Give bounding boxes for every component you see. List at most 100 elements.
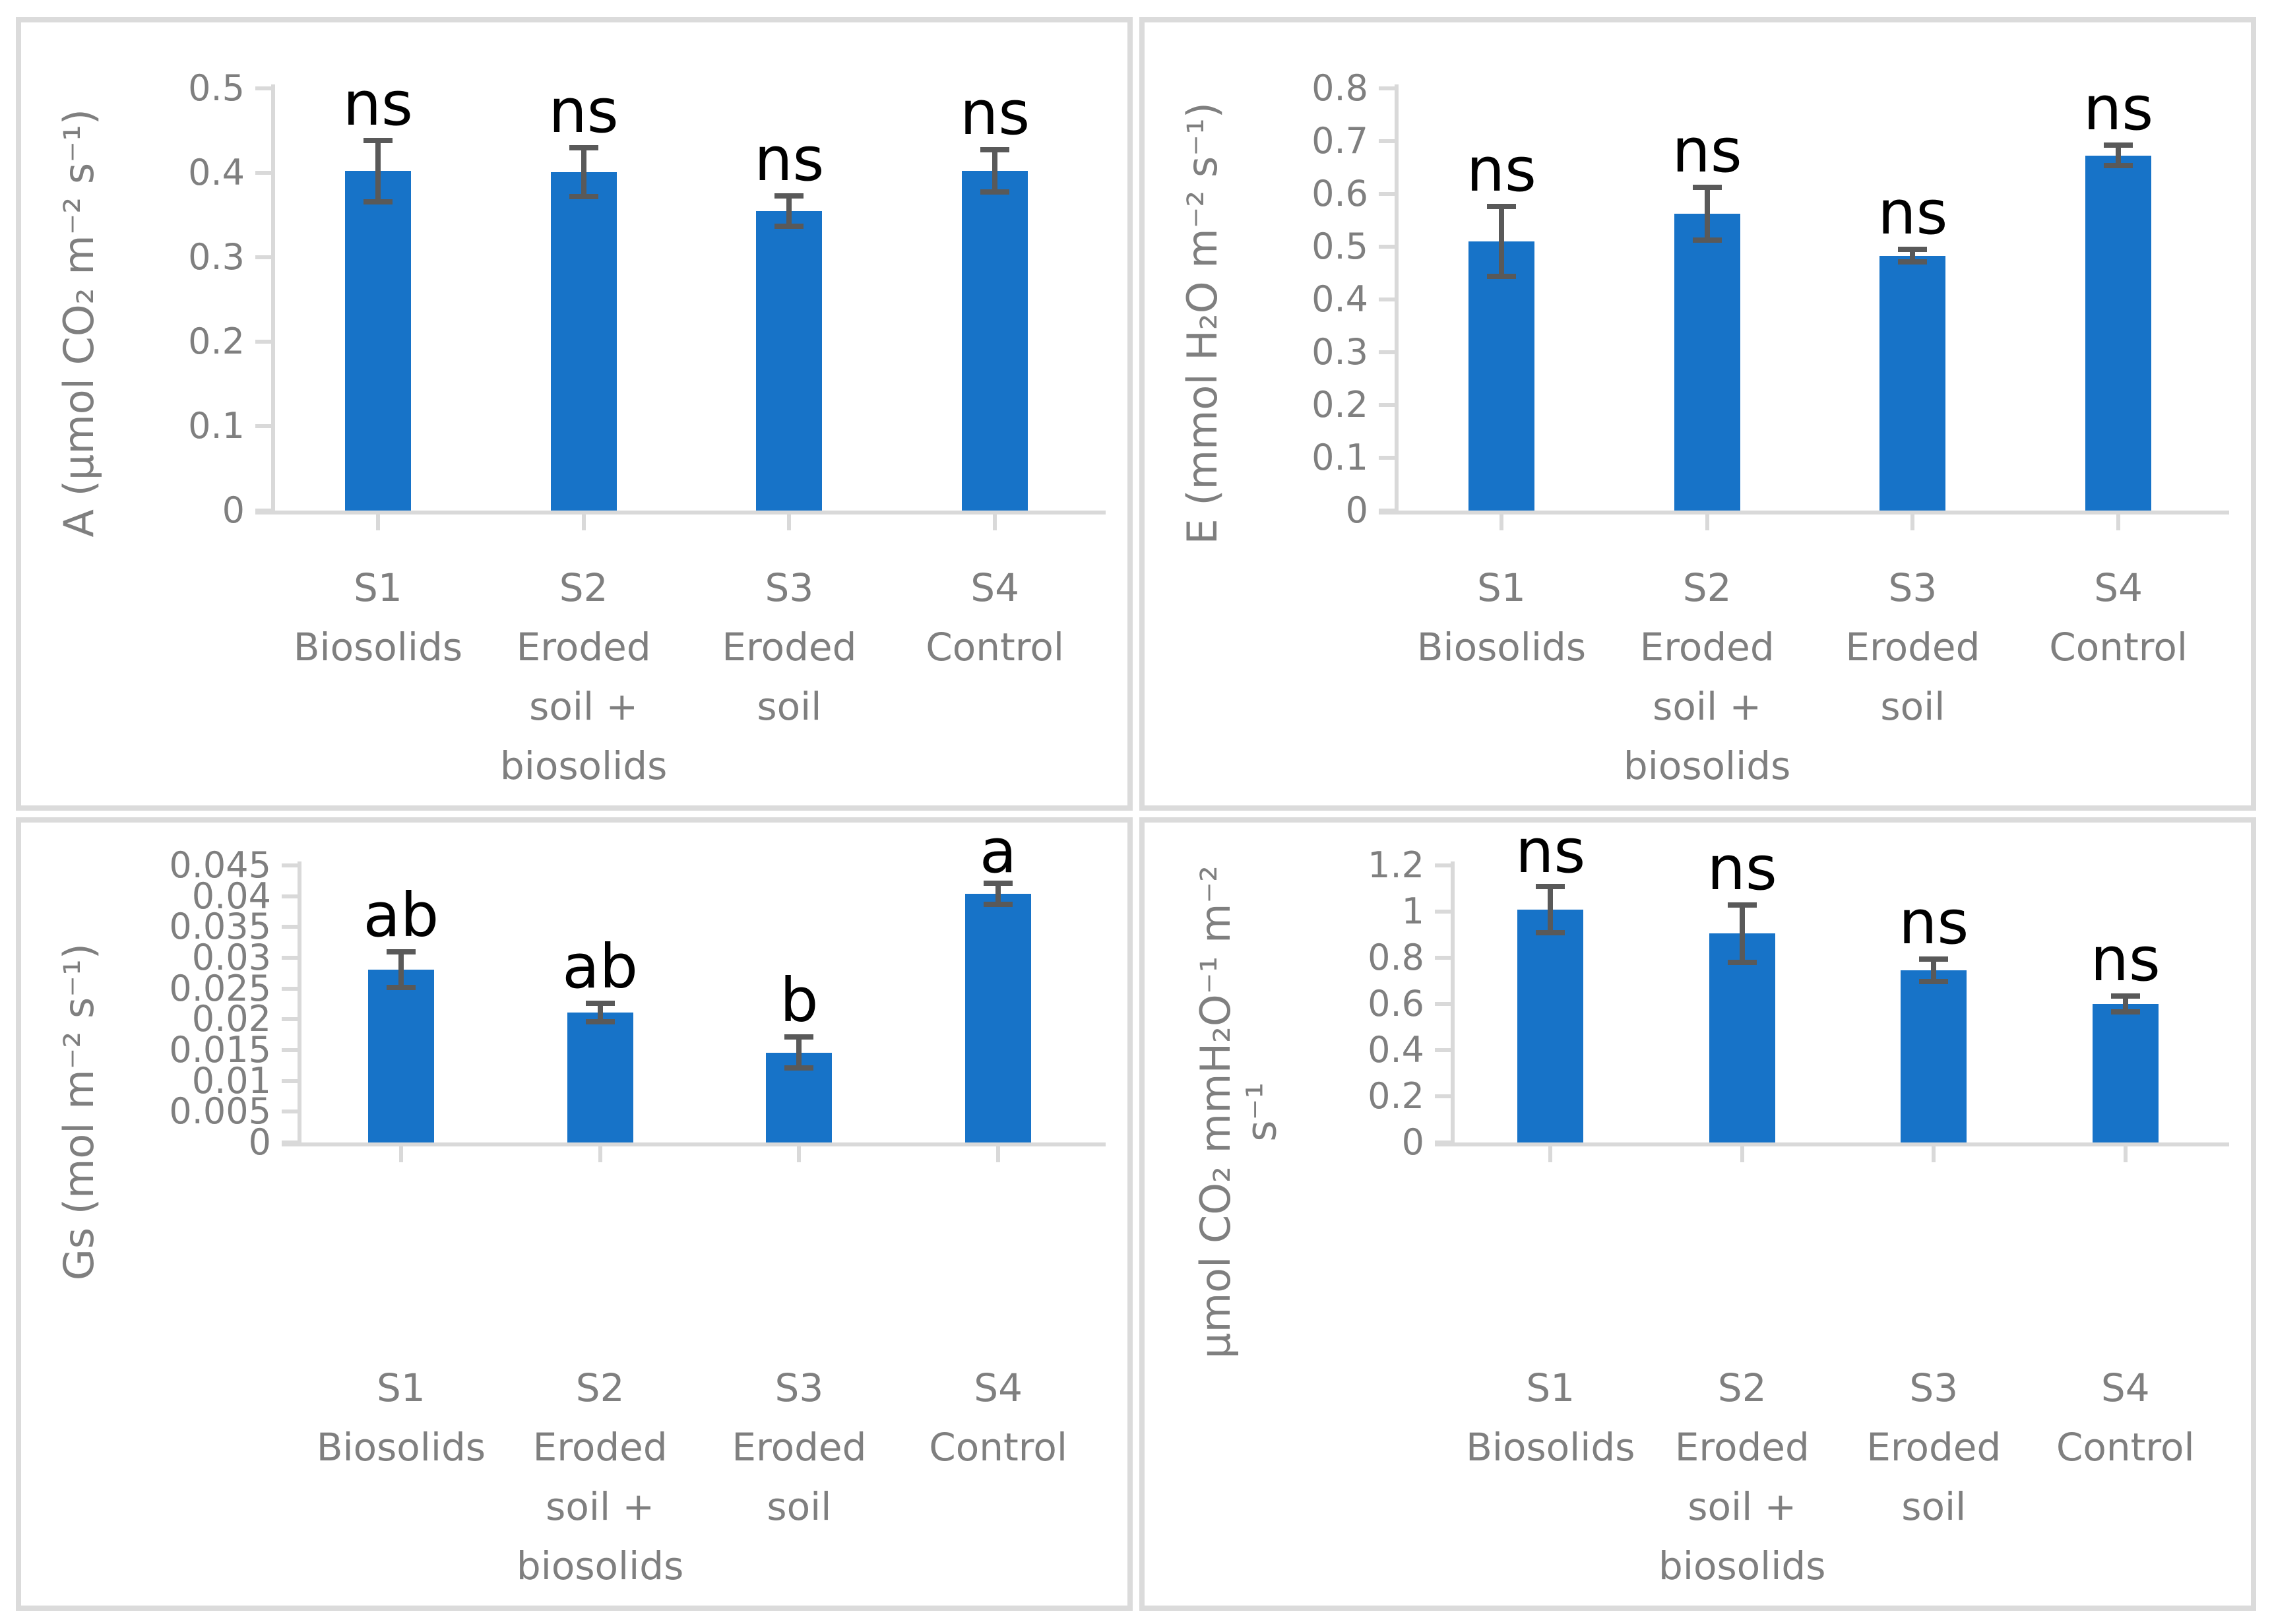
x-category-label: S3 Eroded soil <box>700 1358 899 1536</box>
x-category-label-line: Eroded <box>1866 1425 2002 1470</box>
y-tick-label: 0.005 <box>169 1090 271 1133</box>
x-category-label: S3 Eroded soil <box>1810 558 2016 736</box>
x-category-label: S2 Eroded soil + biosolids <box>481 558 687 796</box>
error-bar-cap-top <box>984 881 1013 887</box>
error-bar-cap-top <box>1536 883 1565 889</box>
x-category-label: S4 Control <box>892 558 1098 677</box>
y-tick-label: 0.025 <box>169 967 271 1009</box>
x-category-label: S4 Control <box>899 1358 1098 1477</box>
y-tick-label: 1 <box>1401 890 1424 932</box>
bar-s1 <box>344 171 411 511</box>
y-tick-mark <box>282 1017 301 1022</box>
y-tick-label: 0.6 <box>1368 983 1424 1024</box>
sig-label: ns <box>1515 817 1586 887</box>
error-bar-cap-top <box>569 144 598 150</box>
x-tick-mark <box>375 515 380 530</box>
y-tick-label: 0.01 <box>191 1059 271 1102</box>
y-tick-mark <box>255 255 275 259</box>
x-tick-mark <box>996 1146 1001 1162</box>
y-tick-mark <box>282 1048 301 1052</box>
sig-label: ns <box>342 69 413 140</box>
x-category-label: S4 Control <box>2030 1358 2222 1477</box>
x-category-label-line: soil + <box>1688 1484 1797 1529</box>
x-tick-mark <box>993 515 997 530</box>
x-category-label-line: S4 <box>2100 1365 2150 1410</box>
sig-label: a <box>979 817 1017 887</box>
sig-label: ns <box>960 78 1030 149</box>
y-axis-line <box>298 861 301 1142</box>
y-tick-label: 0.8 <box>1311 67 1368 109</box>
x-category-label: S2 Eroded soil + biosolids <box>1604 558 1810 796</box>
x-category-label-line: soil + <box>1653 684 1762 729</box>
bar-s1 <box>367 969 434 1142</box>
y-tick-label: 0.03 <box>191 937 271 978</box>
y-tick-mark <box>1435 956 1455 960</box>
error-bar <box>1548 886 1554 933</box>
y-axis-title-line: Gs (mol m⁻² s⁻¹) <box>54 943 103 1281</box>
chart-panel-water-use-efficiency: µmol CO₂ mmH₂O⁻¹ m⁻² s⁻¹ 1.2 1 0.8 0.6 0.4 0.2 0… <box>1139 817 2256 1611</box>
error-bar-cap-bottom <box>1692 237 1722 243</box>
bar-s4 <box>962 171 1028 511</box>
x-category-label-line: Biosolids <box>1416 625 1587 670</box>
x-category-label-line: Control <box>929 1425 1067 1470</box>
bar-s3 <box>1879 255 1946 511</box>
x-category-label-line: Biosolids <box>316 1425 486 1470</box>
x-category-label-line: S3 <box>1888 565 1938 610</box>
x-tick-mark <box>598 1146 602 1162</box>
y-tick-mark <box>1379 86 1399 90</box>
x-tick-mark <box>581 515 586 530</box>
y-tick-label: 0.5 <box>188 67 245 109</box>
error-bar <box>992 150 998 193</box>
error-bar <box>796 1037 802 1069</box>
y-tick-label: 0.2 <box>188 321 245 362</box>
y-axis-title-text: E (mmol H₂O m⁻² s⁻¹) <box>1178 102 1226 544</box>
error-bar-cap-top <box>386 949 416 954</box>
y-axis-title: Gs (mol m⁻² s⁻¹) <box>21 865 137 1358</box>
error-bar-cap-bottom <box>1919 979 1949 985</box>
y-tick-mark <box>1379 192 1399 196</box>
x-category-label-line: S1 <box>377 1365 426 1410</box>
y-tick-mark <box>1379 350 1399 354</box>
error-bar-cap-top <box>363 138 393 144</box>
y-tick-mark <box>282 956 301 960</box>
y-axis-title: A (µmol CO₂ m⁻² s⁻¹) <box>21 88 137 558</box>
bar-s4 <box>2085 155 2152 511</box>
error-bar <box>1739 904 1745 962</box>
error-bar-cap-bottom <box>2110 1009 2140 1015</box>
chart-panel-photosynthesis-a: A (µmol CO₂ m⁻² s⁻¹) 0.5 0.4 0.3 0.2 0.1 0 ns S1… <box>16 17 1133 811</box>
error-bar-cap-top <box>2104 142 2133 148</box>
x-category-label-line: S4 <box>974 1365 1023 1410</box>
bar-s2 <box>550 172 617 511</box>
y-tick-label: 0.2 <box>1368 1075 1424 1117</box>
bar-s2 <box>1709 933 1775 1142</box>
bar-s3 <box>756 210 823 511</box>
error-bar <box>2116 145 2122 166</box>
error-bar-cap-top <box>1486 204 1516 210</box>
sig-label: ns <box>1466 135 1536 206</box>
y-tick-mark <box>282 925 301 929</box>
x-category-label-line: Eroded <box>1845 625 1980 670</box>
x-category-label-line: biosolids <box>516 1544 684 1588</box>
bar-s2 <box>567 1013 633 1142</box>
chart-panel-transpiration-e: E (mmol H₂O m⁻² s⁻¹) 0.8 0.7 0.6 0.5 0.4 0.3 0.… <box>1139 17 2256 811</box>
x-category-label-line: S1 <box>354 565 402 610</box>
x-category-label-line: Eroded <box>1674 1425 1810 1470</box>
error-bar-cap-bottom <box>386 984 416 990</box>
y-axis-title-text: µmol CO₂ mmH₂O⁻¹ m⁻² s⁻¹ <box>1191 865 1285 1359</box>
sig-label: ns <box>754 123 825 195</box>
error-bar <box>1910 249 1916 263</box>
x-category-label-line: biosolids <box>1658 1544 1826 1588</box>
x-category-label: S2 Eroded soil + biosolids <box>1647 1358 1839 1596</box>
y-tick-label: 0.3 <box>1311 331 1368 373</box>
y-tick-mark <box>1379 139 1399 143</box>
x-category-label-line: Eroded <box>516 625 651 670</box>
y-tick-label: 0 <box>1401 1121 1424 1163</box>
x-category-label-line: soil <box>767 1484 832 1529</box>
y-tick-mark <box>282 986 301 991</box>
x-category-label: S4 Control <box>2015 558 2221 677</box>
x-category-label-line: Biosolids <box>293 625 463 670</box>
y-tick-label: 0.1 <box>188 405 245 447</box>
y-tick-mark <box>1435 910 1455 914</box>
x-category-label-line: S4 <box>970 565 1019 610</box>
